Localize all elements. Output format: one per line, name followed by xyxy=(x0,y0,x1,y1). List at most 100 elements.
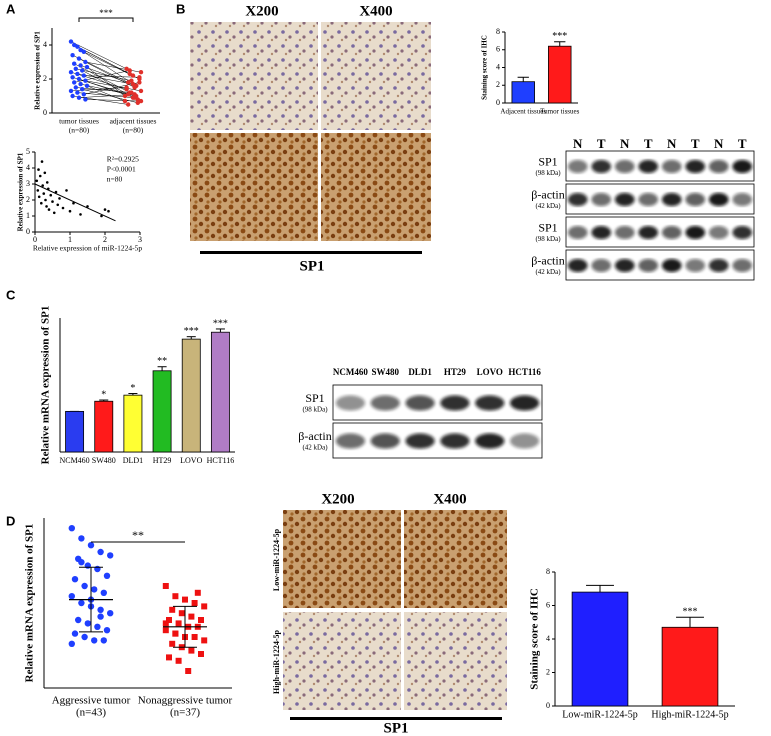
point xyxy=(175,657,182,664)
point xyxy=(68,70,74,75)
bar xyxy=(65,410,85,453)
bar-label: ** xyxy=(157,356,167,367)
point xyxy=(75,90,80,95)
pair-line xyxy=(83,82,140,95)
micrograph xyxy=(283,510,401,608)
point xyxy=(127,68,132,73)
point xyxy=(81,582,88,590)
point xyxy=(68,593,76,600)
point xyxy=(201,637,208,644)
y-tick-label: 8 xyxy=(496,27,500,36)
pair-line xyxy=(80,49,137,87)
point xyxy=(97,548,104,556)
point xyxy=(68,88,74,94)
point xyxy=(72,61,77,66)
point xyxy=(72,42,77,48)
point xyxy=(122,98,128,104)
pair-line xyxy=(83,75,140,78)
blot-band xyxy=(685,159,706,174)
column-label: X400 xyxy=(359,3,392,19)
sig-bracket xyxy=(78,17,134,22)
point xyxy=(137,75,142,80)
point xyxy=(81,73,87,78)
point xyxy=(97,606,104,613)
blot-band xyxy=(440,433,470,449)
y-axis-label: Staining score of IHC xyxy=(529,588,541,690)
x-tick-label: DLD1 xyxy=(123,456,143,465)
n-label: (n=80) xyxy=(69,126,90,135)
point xyxy=(52,211,56,215)
y-tick-label: 4 xyxy=(546,634,550,643)
x-tick-label: Nonaggressive tumor xyxy=(138,695,233,707)
point xyxy=(175,620,182,627)
point xyxy=(40,160,44,163)
blot-band xyxy=(638,159,659,174)
x-tick-label: LOVO xyxy=(180,456,202,465)
point xyxy=(51,200,54,203)
point xyxy=(169,606,176,613)
point xyxy=(36,189,40,192)
point xyxy=(103,572,111,579)
point xyxy=(65,189,68,192)
blot-band xyxy=(732,225,753,240)
point xyxy=(84,620,92,627)
row-label: β-actin xyxy=(531,187,564,201)
y-tick-label: 2 xyxy=(496,80,500,89)
y-tick-label: 5 xyxy=(26,147,30,156)
x-tick-label: High-miR-1224-5p xyxy=(651,709,728,720)
blot-band xyxy=(405,395,435,411)
point xyxy=(68,39,74,44)
point xyxy=(58,197,61,200)
point xyxy=(72,201,75,205)
micrograph xyxy=(283,612,401,710)
lane-label: NCM460 xyxy=(333,367,368,377)
blot-band xyxy=(475,433,505,449)
blot-band xyxy=(405,433,435,449)
x-tick-label: 3 xyxy=(138,235,142,244)
point xyxy=(73,66,79,72)
point xyxy=(172,630,179,637)
point xyxy=(138,98,144,104)
x-tick-label: 1 xyxy=(68,235,72,244)
point xyxy=(162,620,169,627)
point xyxy=(191,600,198,606)
point xyxy=(132,92,137,97)
row-label: SP1 xyxy=(305,391,324,405)
x-tick-label: adjacent tissues xyxy=(110,117,157,126)
bar-label: * xyxy=(101,389,106,400)
x-tick-label: NCM460 xyxy=(59,456,89,465)
n-label: (n=80) xyxy=(123,126,144,135)
blot-strip xyxy=(332,384,543,421)
point xyxy=(75,71,80,77)
point xyxy=(94,565,101,573)
blot-band xyxy=(567,159,588,174)
point xyxy=(83,97,88,102)
point xyxy=(91,586,98,593)
y-tick-label: 4 xyxy=(496,62,500,71)
blot-band xyxy=(638,192,659,207)
blot-band xyxy=(370,433,400,449)
y-tick-label: 2 xyxy=(546,667,550,676)
blot-band xyxy=(370,395,400,411)
n-label: (n=37) xyxy=(170,707,200,719)
point xyxy=(107,552,114,559)
bar-label: * xyxy=(130,383,135,394)
lane-label: T xyxy=(597,136,606,151)
point xyxy=(198,651,204,657)
point xyxy=(201,603,208,610)
row-label: Low-miR-1224-5p xyxy=(272,528,281,591)
point xyxy=(81,633,88,641)
micrograph xyxy=(321,22,431,130)
micrograph xyxy=(404,612,507,710)
bar xyxy=(511,81,535,104)
point xyxy=(182,596,188,603)
point xyxy=(188,613,195,620)
point xyxy=(169,640,176,647)
point xyxy=(41,184,44,187)
blot-band xyxy=(591,192,612,207)
point xyxy=(100,589,108,596)
x-tick-label: Low-miR-1224-5p xyxy=(562,709,638,720)
panel-label: D xyxy=(6,513,15,528)
point xyxy=(78,559,85,566)
point xyxy=(83,59,88,65)
